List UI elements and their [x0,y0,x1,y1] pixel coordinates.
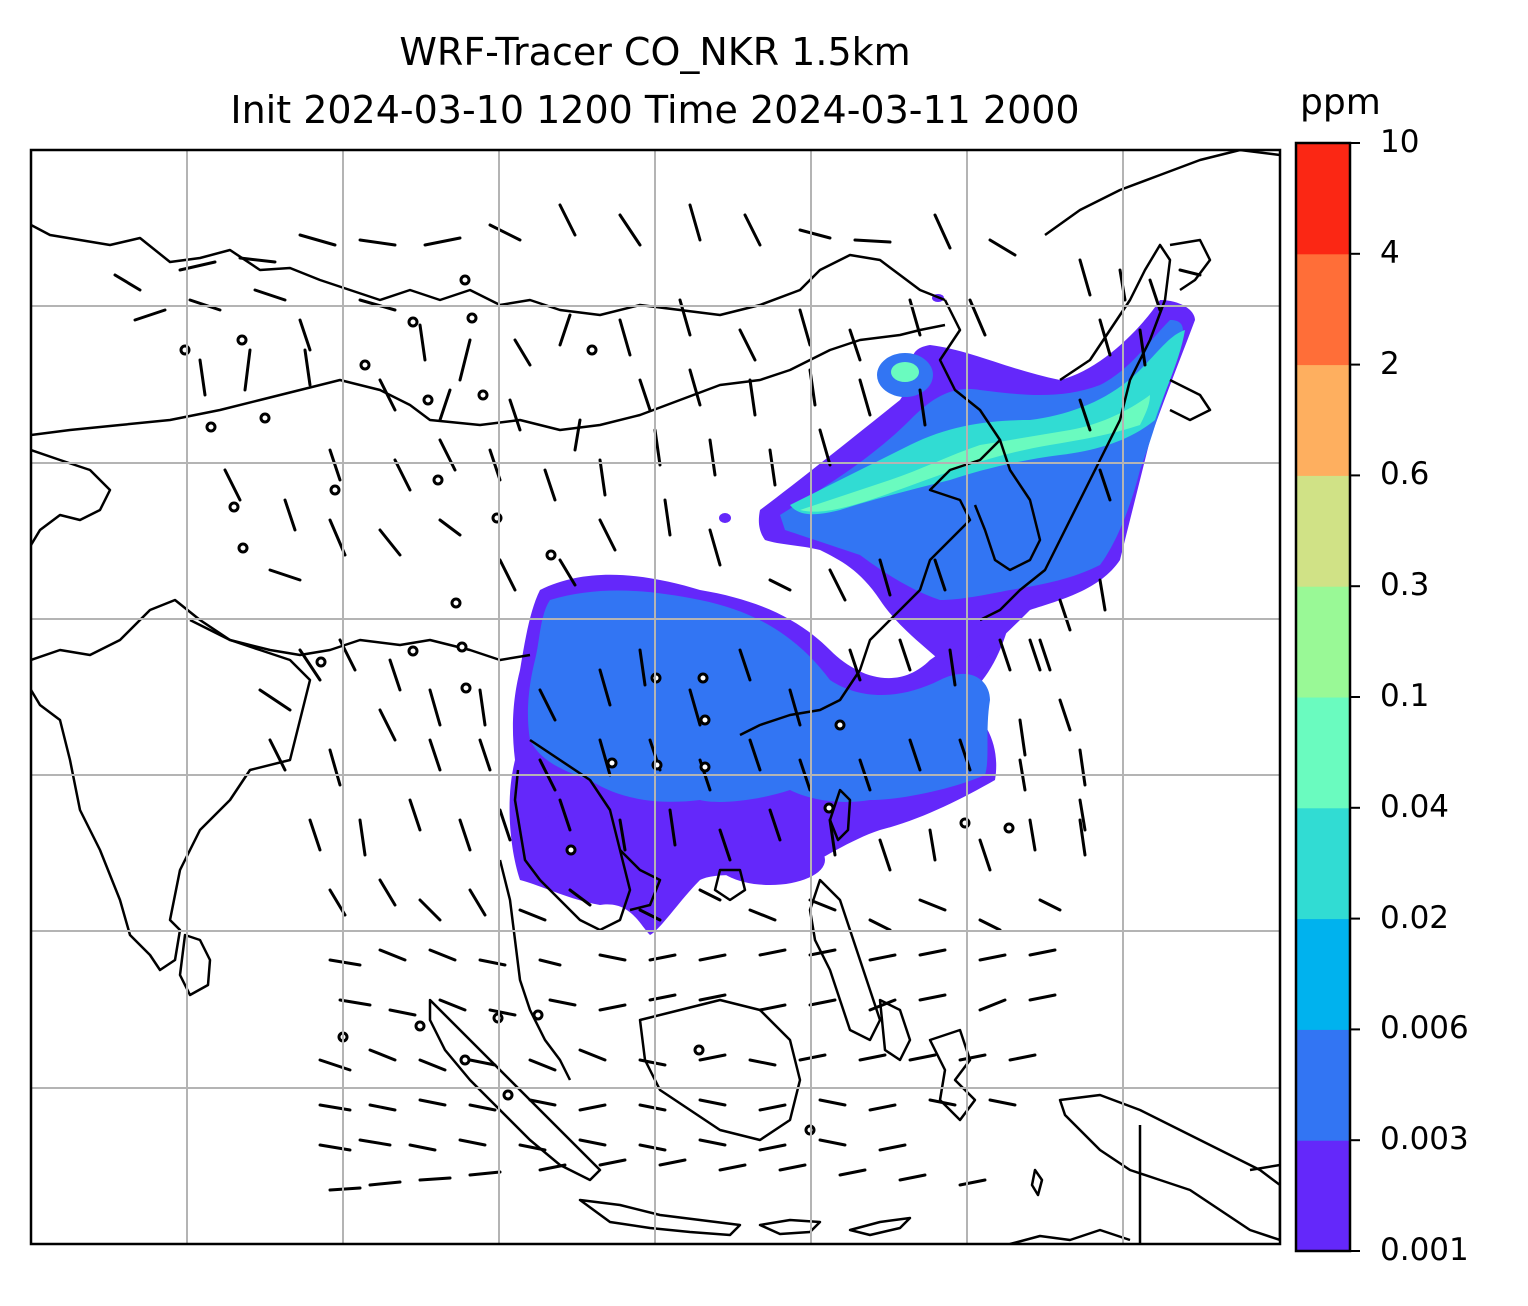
colorbar-segment [1296,143,1350,255]
colorbar-tick-label: 0.02 [1380,899,1450,936]
colorbar-unit: ppm [1300,82,1381,123]
colorbar-tick-label: 2 [1380,345,1400,382]
colorbar-segment [1296,1140,1350,1252]
wind-barbs [113,203,1202,1192]
colorbar-tick-label: 0.001 [1380,1232,1469,1268]
map-title-line-1: WRF-Tracer CO_NKR 1.5km [399,30,911,74]
calm-wind-markers [179,274,1015,1136]
plume-blob-2 [891,362,919,382]
plume-blob-6 [719,513,731,523]
plume-blob-3 [715,835,825,885]
gridlines [31,150,1280,1244]
tracer-plume [509,294,1195,935]
colorbar-tick-label: 0.006 [1380,1010,1469,1047]
plume-blob-4 [520,815,600,885]
plume-inner-south [527,590,990,802]
colorbar-segment [1296,586,1350,698]
map-frame [29,148,1282,1246]
colorbar-segment [1296,1029,1350,1141]
colorbar-segment [1296,475,1350,587]
colorbar-segment [1296,697,1350,809]
colorbar-tick-label: 0.003 [1380,1121,1469,1158]
colorbar-segment [1296,918,1350,1030]
map-title-line-2: Init 2024-03-10 1200 Time 2024-03-11 200… [230,88,1080,132]
colorbar-tick-label: 0.1 [1380,678,1430,714]
colorbar-segment [1296,253,1350,366]
colorbar-segment [1296,807,1350,920]
colorbar-tick-label: 0.6 [1380,456,1430,493]
colorbar-tick-label: 10 [1380,124,1420,160]
colorbar-segment [1296,364,1350,476]
colorbar-tick-label: 0.04 [1380,788,1450,825]
plume-core-north [790,330,1185,515]
plume-peak-north [800,395,1150,512]
colorbar-tick-label: 4 [1380,234,1400,271]
colorbar [1294,141,1360,1253]
colorbar-tick-label: 0.3 [1380,567,1430,604]
